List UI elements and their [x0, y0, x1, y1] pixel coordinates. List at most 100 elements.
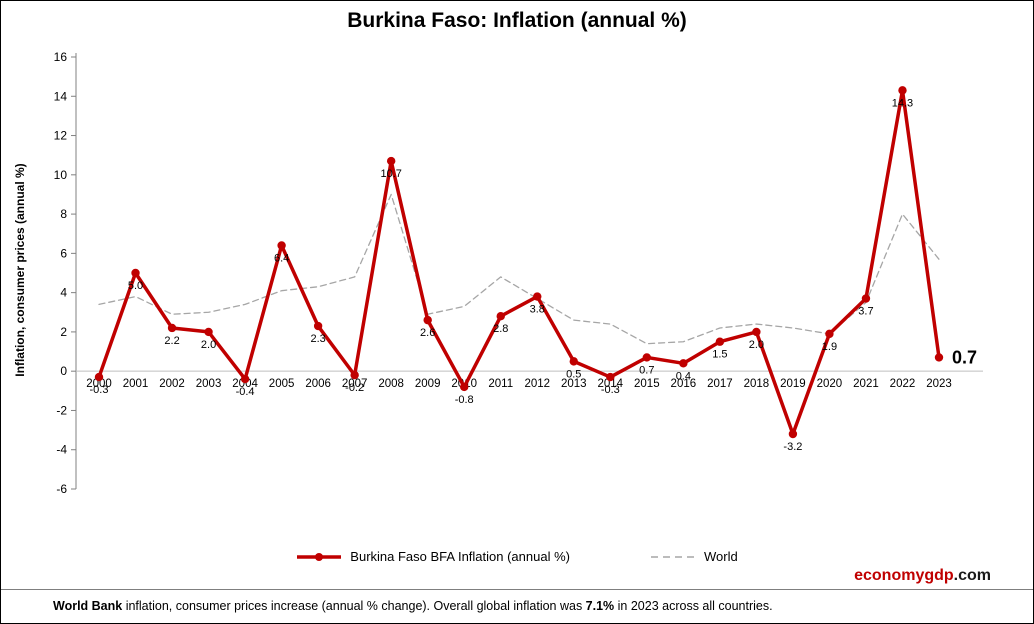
- data-label: -0.2: [345, 382, 364, 394]
- footnote-text-1: inflation, consumer prices increase (ann…: [122, 599, 586, 613]
- y-tick-label: 2: [60, 325, 67, 339]
- data-label: 2.0: [749, 339, 764, 351]
- x-tick-label: 2016: [671, 378, 697, 390]
- x-tick-label: 2021: [853, 378, 879, 390]
- x-tick-label: 2012: [524, 378, 550, 390]
- footnote: World Bank inflation, consumer prices in…: [1, 589, 1033, 623]
- data-point: [460, 382, 469, 392]
- data-point: [533, 292, 542, 301]
- end-value-label: 0.7: [952, 347, 977, 367]
- brand-watermark: economygdp.com: [854, 567, 991, 585]
- y-tick-label: -2: [56, 403, 67, 417]
- x-tick-label: 2000: [86, 378, 112, 390]
- gray-dashed-line-icon: [650, 555, 695, 558]
- data-point: [606, 372, 615, 382]
- data-point: [788, 429, 798, 439]
- footnote-global-rate: 7.1%: [585, 599, 615, 613]
- data-label: -0.4: [236, 386, 255, 398]
- x-tick-label: 2011: [488, 378, 513, 390]
- y-tick-label: -6: [56, 482, 67, 496]
- data-point: [569, 357, 578, 366]
- data-point: [167, 323, 177, 333]
- x-tick-label: 2007: [342, 378, 368, 390]
- legend-label-burkina: Burkina Faso BFA Inflation (annual %): [350, 549, 570, 564]
- y-tick-label: 12: [54, 129, 68, 143]
- data-label: -0.3: [601, 384, 620, 396]
- x-tick-label: 2018: [744, 378, 770, 390]
- x-tick-label: 2017: [707, 378, 733, 390]
- data-point: [642, 353, 652, 362]
- y-tick-label: 4: [60, 286, 67, 300]
- y-tick-label: 14: [54, 89, 68, 103]
- data-label: 2.3: [310, 333, 325, 345]
- chart-title: Burkina Faso: Inflation (annual %): [347, 9, 687, 32]
- data-label: 2.6: [420, 327, 435, 339]
- data-label: 3.8: [530, 304, 545, 316]
- legend: Burkina Faso BFA Inflation (annual %) Wo…: [1, 549, 1033, 564]
- footnote-source: World Bank: [53, 599, 123, 613]
- brand-tld: .com: [953, 567, 991, 584]
- line-chart: -6 -4 -2 0 2 4 6 8 10 12 14 16 2000 2001 2002 2003 2004 2…: [54, 50, 983, 496]
- data-label: 14.3: [892, 97, 913, 109]
- data-label: 3.7: [858, 306, 873, 318]
- data-point: [94, 372, 104, 382]
- x-tick-label: 2019: [780, 378, 806, 390]
- x-tick-label: 2006: [305, 378, 331, 390]
- data-point: [240, 374, 250, 384]
- x-tick-label: 2013: [561, 378, 587, 390]
- data-label: 2.8: [493, 323, 508, 335]
- brand-name: economygdp: [854, 567, 954, 584]
- data-label: -0.3: [90, 384, 109, 396]
- data-point: [496, 312, 505, 321]
- data-point: [313, 321, 323, 331]
- data-point: [131, 268, 140, 278]
- legend-label-world: World: [703, 549, 738, 564]
- data-label: 0.7: [639, 364, 654, 376]
- data-label: 5.0: [128, 280, 143, 292]
- world-series-line: [98, 193, 940, 345]
- x-tick-label: 2003: [196, 378, 222, 390]
- data-label: 0.4: [676, 370, 691, 382]
- data-point: [752, 327, 761, 337]
- x-tick-label: 2001: [123, 378, 149, 390]
- legend-item-world: World: [650, 549, 738, 564]
- x-tick-label: 2005: [269, 378, 295, 390]
- red-line-marker-icon: [297, 552, 342, 561]
- data-label: 10.7: [380, 168, 401, 180]
- legend-item-burkina: Burkina Faso BFA Inflation (annual %): [296, 549, 570, 564]
- burkina-series-line: [97, 88, 941, 436]
- y-tick-label: 8: [60, 207, 67, 221]
- data-point: [679, 359, 688, 368]
- data-label: 1.9: [822, 341, 837, 353]
- data-point: [423, 315, 432, 325]
- x-tick-label: 2008: [378, 378, 404, 390]
- footnote-text-2: in 2023 across all countries.: [614, 599, 773, 613]
- x-tick-label: 2002: [159, 378, 185, 390]
- data-label: -0.8: [455, 394, 474, 406]
- y-tick-label: 16: [54, 50, 68, 64]
- x-tick-label: 2022: [890, 378, 916, 390]
- data-point: [861, 294, 871, 303]
- y-tick-label: -4: [56, 443, 67, 457]
- data-point: [386, 156, 396, 166]
- y-tick-label: 6: [60, 246, 67, 260]
- data-point: [277, 241, 286, 250]
- data-point: [934, 353, 944, 362]
- data-point: [898, 86, 907, 95]
- data-label: 2.0: [201, 339, 216, 351]
- y-tick-label: 10: [54, 168, 68, 182]
- x-tick-label: 2009: [415, 378, 441, 390]
- data-label: 2.2: [164, 335, 179, 347]
- data-label: 0.5: [566, 368, 581, 380]
- x-tick-label: 2020: [817, 378, 843, 390]
- x-tick-label: 2015: [634, 378, 660, 390]
- x-tick-label: 2014: [598, 378, 624, 390]
- data-label: 1.5: [712, 349, 727, 361]
- x-tick-label: 2023: [926, 378, 952, 390]
- data-point: [715, 337, 725, 346]
- y-tick-label: 0: [60, 364, 67, 378]
- data-point: [825, 329, 834, 339]
- data-label: 6.4: [274, 253, 289, 265]
- data-point: [204, 327, 213, 337]
